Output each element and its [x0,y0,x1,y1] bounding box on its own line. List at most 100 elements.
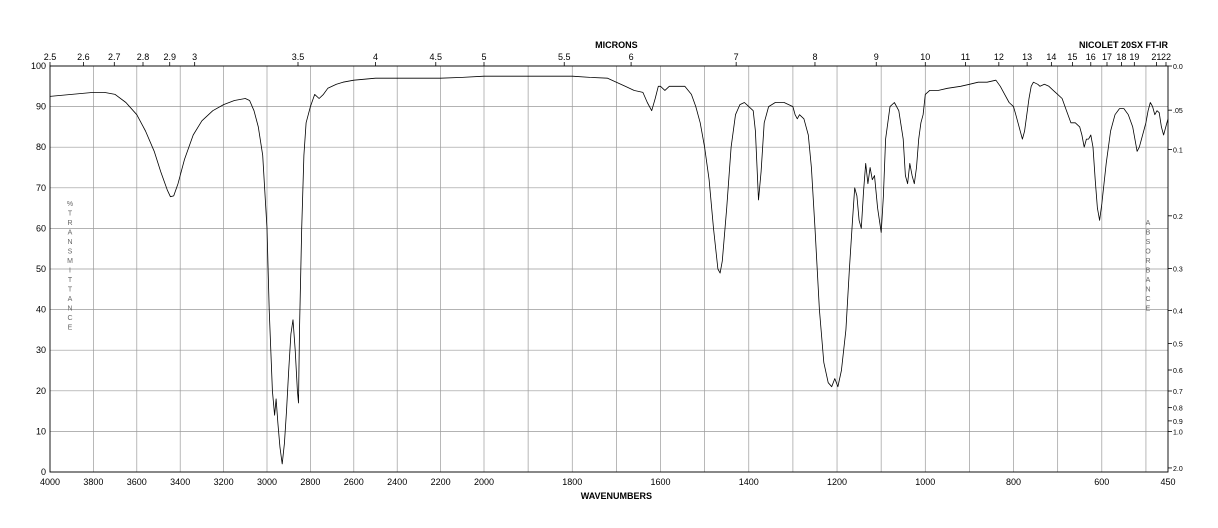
axis-label-char: T [68,277,73,284]
y-tick-label: 90 [36,102,46,112]
x-tick-label: 3200 [214,477,234,487]
x-tick-label: 3600 [127,477,147,487]
micron-tick-label: 16 [1086,52,1096,62]
x-tick-label: 3800 [83,477,103,487]
absorbance-tick-label: 0.1 [1173,148,1183,155]
x-tick-label: 600 [1094,477,1109,487]
axis-label-char: A [1146,220,1151,227]
x-tick-label: 1800 [562,477,582,487]
axis-label-char: % [67,201,73,208]
absorbance-tick-label: 0.6 [1173,368,1183,375]
micron-tick-label: 18 [1116,52,1126,62]
micron-tick-label: 6 [629,52,634,62]
micron-tick-label: 22 [1161,52,1171,62]
y-tick-label: 50 [36,264,46,274]
absorbance-tick-label: .05 [1173,108,1183,115]
absorbance-tick-label: 0.4 [1173,308,1183,315]
micron-tick-label: 5.5 [558,52,571,62]
micron-tick-label: 15 [1067,52,1077,62]
axis-label-char: B [1146,230,1151,237]
absorbance-tick-label: 0.8 [1173,406,1183,413]
axis-label-char: E [1146,306,1151,313]
x-tick-label: 4000 [40,477,60,487]
axis-label-char: T [68,211,73,218]
absorbance-tick-label: 0.5 [1173,342,1183,349]
absorbance-tick-label: 0.2 [1173,214,1183,221]
x-tick-label: 2200 [431,477,451,487]
axis-label-char: S [1146,239,1151,246]
axis-label-char: S [68,249,73,256]
y-tick-label: 60 [36,223,46,233]
wavenumber-axis-label: WAVENUMBERS [581,491,652,501]
x-tick-label: 1400 [739,477,759,487]
axis-label-char: A [68,230,73,237]
absorbance-tick-label: 0.0 [1173,64,1183,71]
micron-tick-label: 8 [812,52,817,62]
y-tick-label: 0 [41,467,46,477]
micron-tick-label: 3 [192,52,197,62]
axis-label-char: C [67,315,72,322]
x-tick-label: 1200 [827,477,847,487]
axis-label-char: A [1146,277,1151,284]
axis-label-char: E [68,325,73,332]
y-tick-label: 40 [36,305,46,315]
absorbance-tick-label: 0.7 [1173,389,1183,396]
axis-label-char: N [1145,287,1150,294]
axis-label-char: T [68,287,73,294]
x-tick-label: 2800 [300,477,320,487]
micron-tick-label: 11 [961,52,970,62]
micron-tick-label: 2.8 [137,52,150,62]
axis-label-char: N [67,239,72,246]
micron-tick-label: 9 [874,52,879,62]
axis-label-char: N [67,306,72,313]
micron-tick-label: 17 [1102,52,1112,62]
chart-grid [50,65,1168,473]
y-tick-label: 100 [31,61,46,71]
y-tick-label: 30 [36,345,46,355]
micron-tick-label: 2.6 [77,52,90,62]
x-tick-label: 1000 [915,477,935,487]
axis-label-char: A [68,296,73,303]
x-tick-label: 800 [1006,477,1021,487]
axis-label-char: O [1145,249,1151,256]
x-tick-label: 2400 [387,477,407,487]
x-tick-label: 1600 [651,477,671,487]
absorbance-tick-label: 0.3 [1173,267,1183,274]
axis-label-char: M [67,258,73,265]
axis-label-char: C [1145,296,1150,303]
micron-tick-label: 12 [994,52,1004,62]
axis-label-char: R [1145,258,1150,265]
micron-tick-label: 7 [734,52,739,62]
microns-axis-label: MICRONS [595,40,638,50]
micron-tick-label: 19 [1129,52,1139,62]
micron-tick-label: 2.9 [163,52,176,62]
micron-tick-label: 14 [1046,52,1056,62]
micron-tick-label: 4.5 [430,52,443,62]
x-tick-label: 3000 [257,477,277,487]
axis-label-char: I [69,268,71,275]
y-tick-label: 10 [36,426,46,436]
micron-tick-label: 4 [373,52,378,62]
axis-label-char: B [1146,268,1151,275]
micron-tick-label: 13 [1022,52,1032,62]
axis-label-char: R [67,220,72,227]
micron-tick-label: 2.7 [108,52,121,62]
x-tick-label: 2600 [344,477,364,487]
y-tick-label: 80 [36,142,46,152]
y-tick-label: 70 [36,183,46,193]
absorbance-tick-label: 0.9 [1173,419,1183,426]
absorbance-tick-label: 1.0 [1173,429,1183,436]
absorbance-tick-label: 2.0 [1173,466,1183,473]
chart-title: NICOLET 20SX FT-IR [1079,40,1169,50]
x-tick-label: 3400 [170,477,190,487]
micron-tick-label: 2.5 [44,52,57,62]
micron-tick-label: 3.5 [292,52,305,62]
x-tick-label: 450 [1160,477,1175,487]
micron-tick-label: 21 [1151,52,1161,62]
micron-tick-label: 5 [481,52,486,62]
plot-frame [49,65,1169,473]
